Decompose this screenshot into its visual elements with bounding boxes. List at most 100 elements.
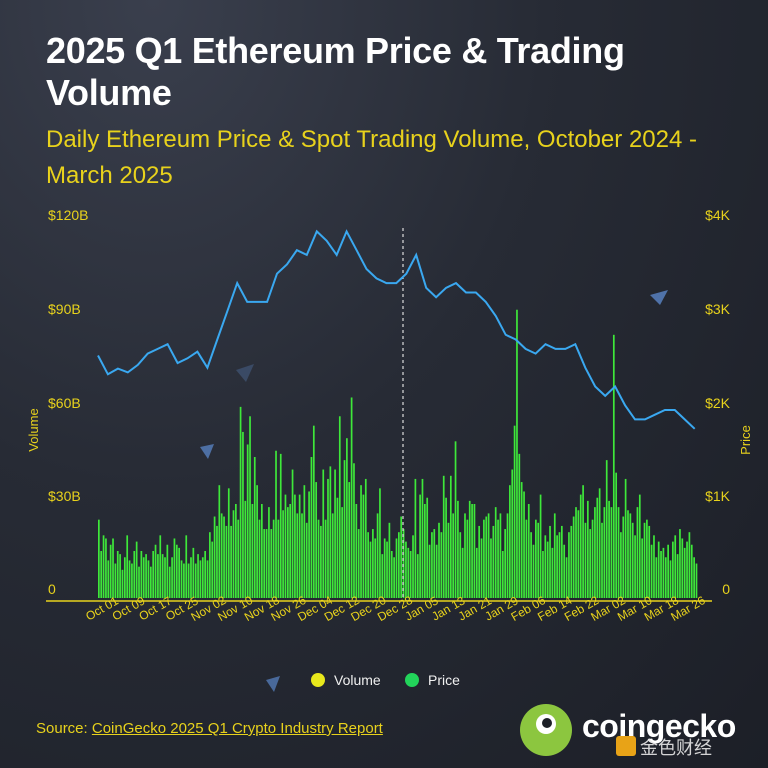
decor-triangle [236, 364, 254, 382]
volume-bar [114, 563, 117, 598]
volume-bar [164, 557, 166, 598]
volume-bar [256, 485, 258, 598]
volume-bar [149, 566, 152, 598]
volume-bar [178, 547, 181, 598]
volume-bar [246, 444, 249, 598]
volume-bar [369, 541, 372, 598]
volume-bar [301, 513, 303, 598]
volume-bar [235, 504, 237, 598]
volume-bar [563, 544, 566, 598]
volume-bar [374, 538, 377, 598]
volume-bar [577, 510, 580, 598]
volume-bar [586, 500, 589, 598]
volume-bar [201, 557, 204, 598]
volume-bar [317, 519, 320, 598]
volume-bar [388, 522, 391, 598]
volume-bar [579, 494, 582, 598]
volume-bar [409, 551, 412, 598]
volume-bar [102, 535, 105, 598]
volume-bar [501, 551, 504, 598]
source-link[interactable]: CoinGecko 2025 Q1 Crypto Industry Report [91, 720, 383, 737]
volume-bar [475, 547, 478, 598]
volume-bar [509, 485, 511, 598]
volume-bar [568, 532, 570, 598]
volume-bar [596, 497, 599, 598]
volume-bar [121, 569, 124, 598]
volume-bar [603, 507, 606, 598]
volume-bar [402, 529, 405, 598]
brand: coingecko [520, 704, 760, 760]
volume-bar [131, 563, 133, 598]
right-tick-label: $2K [705, 395, 731, 411]
volume-bar [303, 485, 306, 598]
legend-label-price: Price [428, 672, 460, 688]
volume-bar [190, 557, 192, 598]
volume-bar [220, 513, 223, 598]
volume-bar [341, 507, 344, 598]
volume-bar [213, 516, 216, 598]
price-line [97, 229, 696, 430]
volume-bar [251, 504, 254, 598]
volume-bar [426, 497, 429, 598]
volume-bar [442, 475, 445, 598]
volume-bar [664, 557, 667, 598]
volume-bar [544, 535, 547, 598]
volume-bar [206, 560, 209, 598]
left-tick-label: $30B [48, 488, 81, 504]
volume-bar [168, 566, 171, 598]
volume-bar [350, 397, 353, 598]
volume-bar [648, 525, 651, 598]
volume-bar [336, 497, 339, 598]
volume-bar [414, 478, 417, 598]
volume-bar [183, 563, 185, 598]
volume-bar [230, 525, 232, 598]
volume-bar [605, 460, 608, 598]
volume-bar [237, 519, 240, 598]
volume-bar [598, 488, 601, 598]
volume-bar [393, 557, 395, 598]
volume-bar [638, 494, 641, 598]
volume-bar [265, 529, 268, 598]
watermark-text: 金色财经 [640, 738, 712, 758]
volume-bar [423, 504, 426, 598]
volume-bar [329, 466, 332, 598]
volume-bar [331, 513, 334, 598]
right-axis-title: Price [738, 425, 753, 455]
volume-bar [610, 507, 613, 598]
volume-bar [589, 529, 592, 598]
volume-bar [452, 513, 455, 598]
volume-bar [216, 525, 218, 598]
volume-bar [412, 535, 414, 598]
volume-bar [362, 494, 365, 598]
volume-bar [324, 519, 327, 598]
volume-bar [520, 482, 523, 598]
volume-bar [209, 532, 211, 598]
left-tick-label: $90B [48, 301, 81, 317]
volume-bar [532, 544, 535, 598]
volume-bar [480, 538, 483, 598]
volume-bar [499, 513, 502, 598]
volume-bar [504, 529, 506, 598]
volume-bar [634, 535, 636, 598]
volume-bar [582, 485, 584, 598]
volume-bar [683, 547, 686, 598]
volume-bar [471, 504, 473, 598]
volume-bar [643, 522, 646, 598]
volume-bar [346, 438, 348, 598]
volume-bar [133, 551, 136, 598]
volume-bar [294, 494, 296, 598]
volume-bar [381, 554, 384, 598]
volume-bar [275, 450, 277, 598]
volume-bar [511, 469, 514, 598]
volume-bar [123, 557, 126, 598]
volume-bar [518, 453, 521, 598]
volume-bar [372, 529, 374, 598]
volume-bar [291, 469, 294, 598]
volume-bar [438, 522, 440, 598]
volume-bar [416, 554, 419, 598]
legend-swatch-volume [311, 673, 325, 687]
volume-bar [527, 504, 530, 598]
volume-bar [539, 494, 542, 598]
volume-bar [109, 544, 112, 598]
